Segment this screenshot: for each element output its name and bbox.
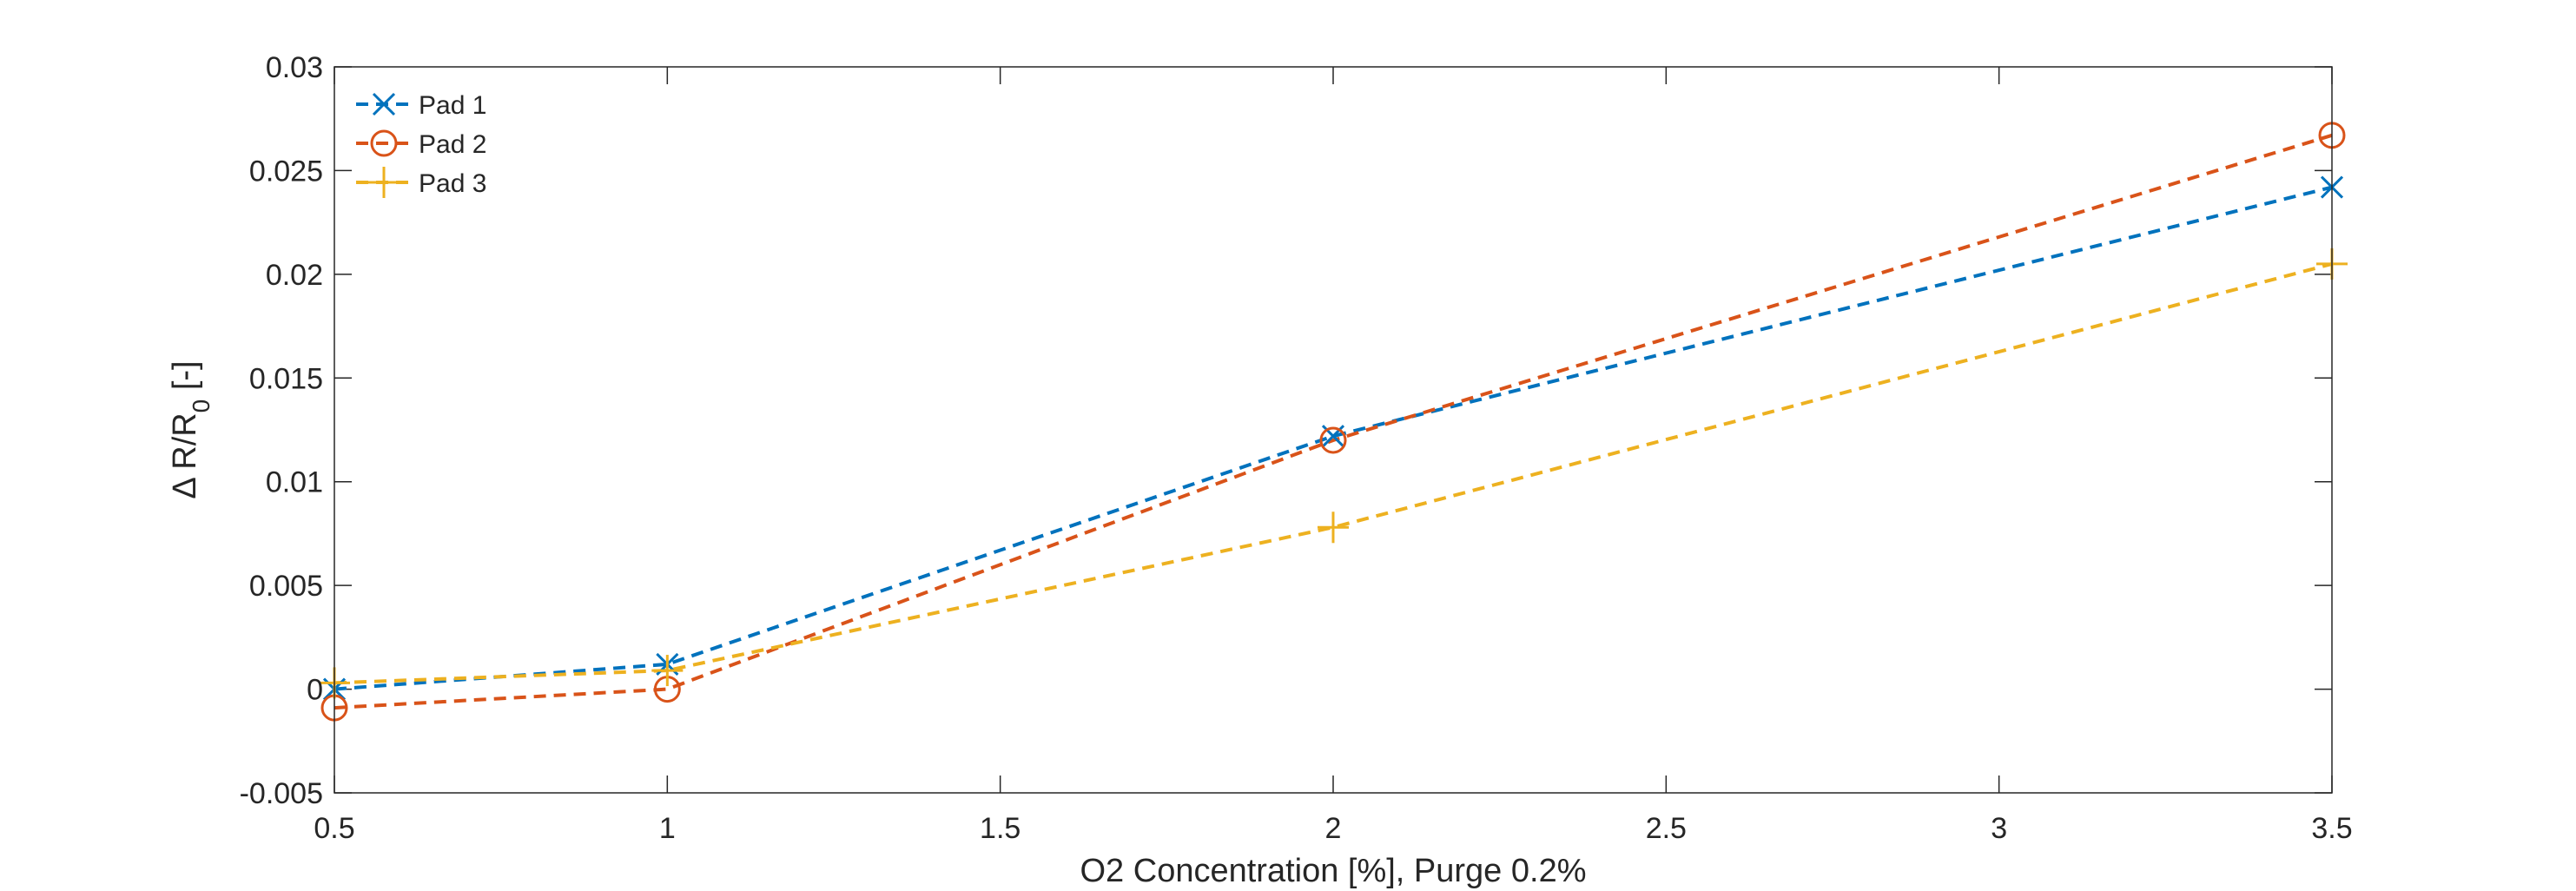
- y-tick-label: 0.03: [266, 51, 323, 84]
- x-tick-label: 1: [659, 812, 676, 845]
- x-tick-labels: 0.5 1 1.5 2 2.5 3 3.5: [314, 812, 2352, 845]
- y-axis-title-subscript: 0: [188, 399, 215, 413]
- legend-item: Pad 1: [356, 91, 486, 120]
- y-tick-labels: -0.005 0 0.005 0.01 0.015 0.02 0.025 0.03: [240, 51, 323, 810]
- legend-marker: [368, 167, 400, 198]
- y-tick-label: -0.005: [240, 777, 323, 810]
- y-tick-label: 0: [307, 674, 323, 707]
- legend: Pad 1 Pad 2 Pad 3: [356, 91, 486, 198]
- legend-item: Pad 2: [356, 129, 486, 159]
- series-line-pad-3: [334, 261, 2333, 685]
- plot-area-border: [334, 66, 2333, 794]
- x-tick-label: 2: [1325, 812, 1342, 845]
- y-axis-title-unit: [-]: [167, 360, 203, 399]
- data-point-pad-3: [1318, 512, 1349, 544]
- y-tick-label: 0.025: [249, 155, 323, 188]
- y-axis-title-main: Δ R/R: [167, 412, 203, 498]
- y-tick-label: 0.02: [266, 259, 323, 292]
- legend-marker: [372, 92, 396, 116]
- x-tick-label: 0.5: [314, 812, 354, 845]
- y-tick-label: 0.01: [266, 466, 323, 499]
- x-tick-label: 3: [1991, 812, 2007, 845]
- series-line-pad-2: [334, 133, 2333, 710]
- y-tick-label: 0.015: [249, 362, 323, 395]
- legend-item: Pad 3: [356, 167, 486, 198]
- legend-marker: [370, 129, 398, 157]
- legend-label: Pad 2: [419, 130, 486, 159]
- x-tick-label: 1.5: [980, 812, 1020, 845]
- legend-label: Pad 1: [419, 91, 486, 120]
- y-tick-label: 0.005: [249, 570, 323, 603]
- legend-label: Pad 3: [419, 169, 486, 198]
- x-tick-label: 2.5: [1646, 812, 1687, 845]
- x-tick-label: 3.5: [2311, 812, 2352, 845]
- y-axis-title: Δ R/R0 [-]: [167, 360, 215, 498]
- x-axis-title: O2 Concentration [%], Purge 0.2%: [1080, 853, 1587, 889]
- data-point-pad-3: [651, 655, 684, 687]
- data-point-pad-2: [1319, 426, 1347, 454]
